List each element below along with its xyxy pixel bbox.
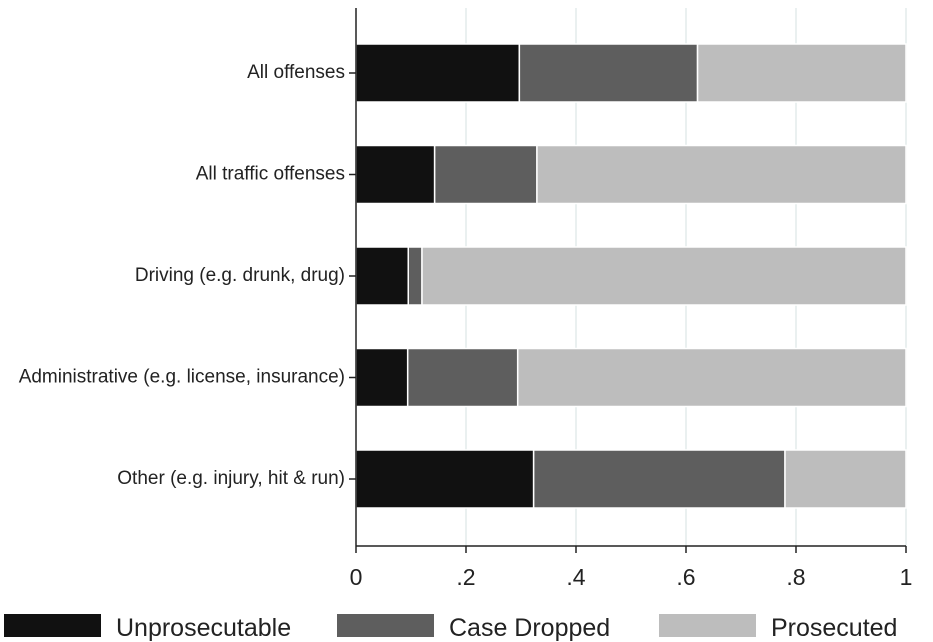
x-tick-label-5: 1 — [900, 564, 913, 590]
bar-segment-0-2 — [696, 43, 907, 103]
bar-segment-2-0 — [355, 246, 409, 306]
legend-swatch-0 — [4, 614, 101, 637]
legend-label-1: Case Dropped — [449, 614, 610, 642]
category-label-0: All offenses — [247, 62, 345, 83]
bar-segment-2-2 — [421, 246, 907, 306]
category-label-1: All traffic offenses — [196, 164, 345, 185]
legend: Unprosecutable Case Dropped Prosecuted — [4, 614, 897, 642]
bar-segment-3-0 — [355, 347, 409, 408]
category-label-3: Administrative (e.g. license, insurance) — [19, 367, 345, 388]
bar-segment-3-1 — [406, 347, 519, 408]
bar-segment-1-1 — [433, 144, 538, 205]
bar-segment-4-2 — [784, 449, 907, 509]
bar-segment-0-0 — [355, 43, 521, 103]
bar-segment-4-1 — [532, 449, 786, 509]
legend-label-0: Unprosecutable — [116, 614, 291, 642]
category-label-2: Driving (e.g. drunk, drug) — [135, 265, 345, 286]
category-labels: All offenses All traffic offenses Driving … — [19, 62, 356, 489]
bar-segment-1-0 — [355, 144, 436, 205]
legend-swatch-2 — [659, 614, 756, 637]
x-tick-label-2: .4 — [566, 564, 585, 590]
bar-segment-1-2 — [536, 144, 907, 205]
bar-segment-2-1 — [407, 246, 423, 306]
x-tick-label-3: .6 — [676, 564, 695, 590]
category-label-4: Other (e.g. injury, hit & run) — [117, 468, 345, 489]
bar-segment-0-1 — [518, 43, 699, 103]
x-tick-label-1: .2 — [456, 564, 475, 590]
bar-segment-4-0 — [355, 449, 535, 509]
x-tick-label-0: 0 — [350, 564, 363, 590]
axes — [355, 8, 906, 547]
bar-segment-3-2 — [516, 347, 907, 408]
bars — [355, 43, 907, 509]
legend-label-2: Prosecuted — [771, 614, 897, 642]
x-tick-label-4: .8 — [786, 564, 805, 590]
x-tick-labels: 0 .2 .4 .6 .8 1 — [350, 546, 913, 590]
legend-swatch-1 — [337, 614, 434, 637]
